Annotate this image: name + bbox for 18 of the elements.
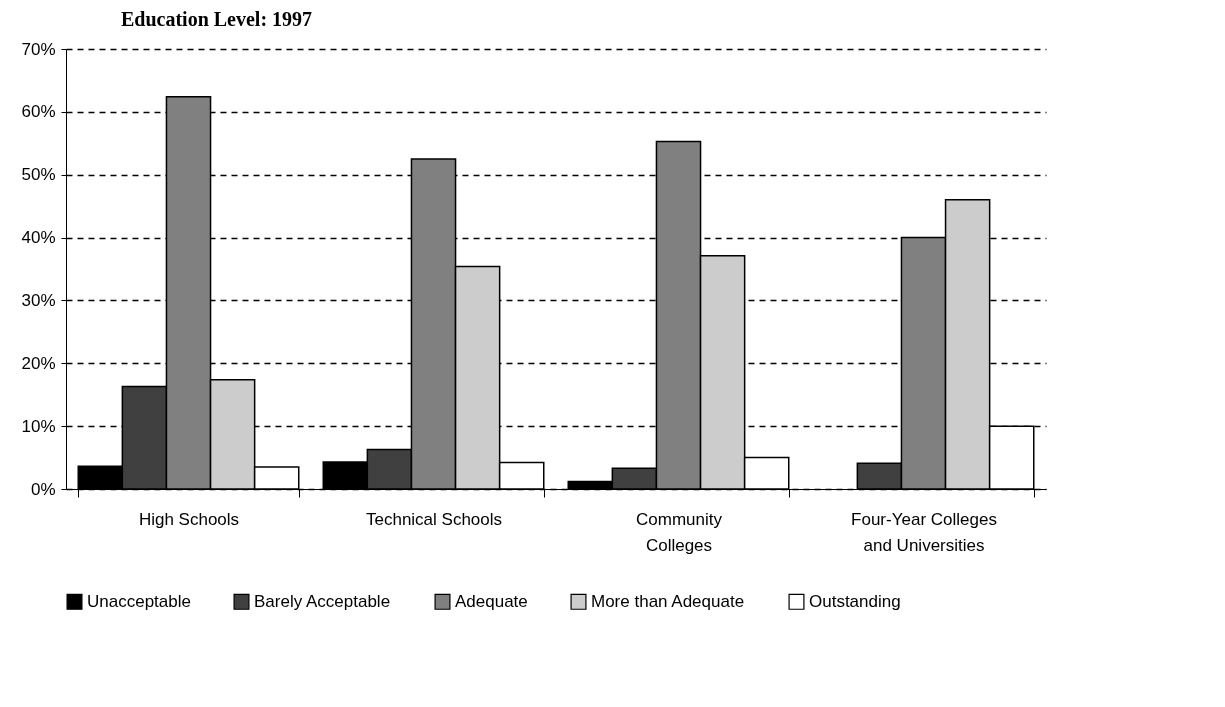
- legend-label: Barely Acceptable: [254, 591, 391, 611]
- y-tick-label: 20%: [21, 353, 56, 373]
- legend-label: Outstanding: [809, 591, 901, 611]
- legend-label: More than Adequate: [591, 591, 745, 611]
- y-tick-label: 70%: [21, 39, 56, 59]
- y-tick-label: 10%: [21, 416, 56, 436]
- x-tick-label: Four-Year Colleges and Universities: [851, 509, 997, 555]
- x-tick-label: Community Colleges: [636, 509, 723, 555]
- legend-label: Unacceptable: [87, 591, 191, 611]
- x-tick-label: High Schools: [138, 509, 240, 529]
- chart-title: Education Level: 1997: [120, 8, 313, 30]
- y-tick-label: 40%: [21, 228, 56, 248]
- y-tick-label: 60%: [21, 102, 56, 122]
- x-tick-label: Technical Schools: [365, 509, 503, 529]
- y-tick-label: 50%: [21, 165, 56, 185]
- y-tick-label: 30%: [21, 290, 56, 310]
- legend-label: Adequate: [455, 591, 528, 611]
- y-tick-label: 0%: [30, 479, 56, 499]
